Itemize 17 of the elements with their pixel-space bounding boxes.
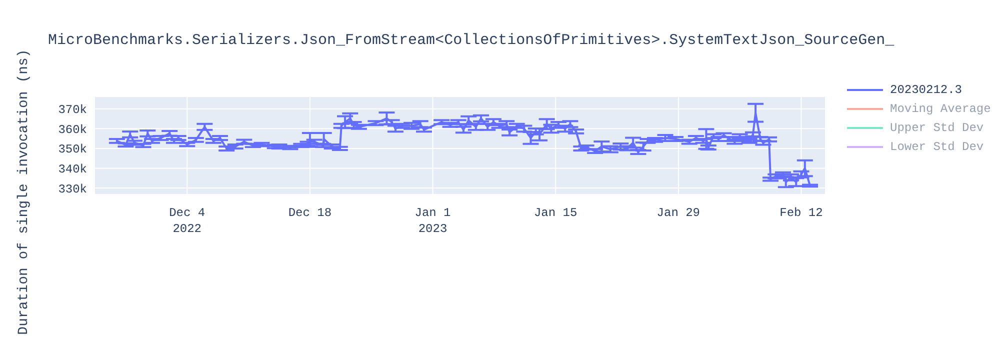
y-axis-title: Duration of single invocation (ns) <box>16 49 32 335</box>
x-tick-label: Jan 1 2023 <box>414 206 451 236</box>
legend-label: Moving Average <box>890 102 991 116</box>
x-tick-label: Jan 29 <box>656 206 700 220</box>
y-tick-label: 330k <box>58 182 87 196</box>
y-tick-label: 370k <box>58 103 87 118</box>
y-tick-label: 340k <box>58 162 87 177</box>
legend-label: 20230212.3 <box>890 82 962 96</box>
x-tick-label: Dec 18 <box>288 206 332 220</box>
legend-label: Upper Std Dev <box>890 120 984 134</box>
x-tick-label: Jan 15 <box>534 206 578 220</box>
chart-title: MicroBenchmarks.Serializers.Json_FromStream<CollectionsOfPrimitives>.SystemTextJson_SourceGen_ <box>48 32 894 49</box>
legend-label: Lower Std Dev <box>890 140 984 154</box>
x-tick-label: Feb 12 <box>780 206 823 220</box>
y-tick-label: 350k <box>58 142 87 157</box>
y-tick-label: 360k <box>58 122 87 137</box>
x-tick-label: Dec 4 2022 <box>169 206 206 236</box>
